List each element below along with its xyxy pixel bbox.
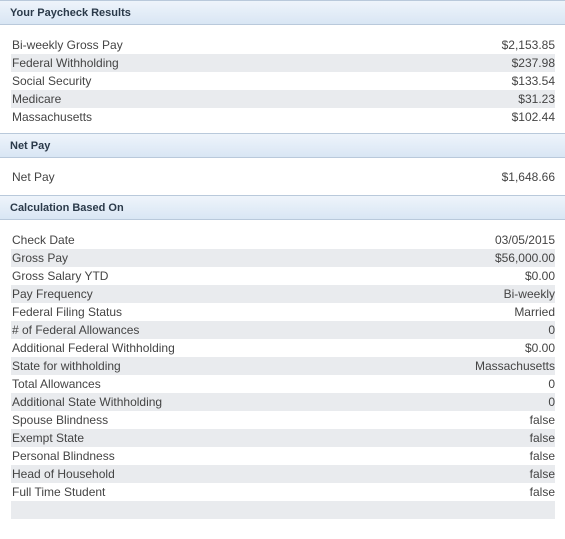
row-value: $31.23 [518,92,555,106]
paycheck-results-body: Bi-weekly Gross Pay $2,153.85 Federal Wi… [0,25,565,133]
paycheck-row: Bi-weekly Gross Pay $2,153.85 [11,36,555,54]
row-label: Personal Blindness [12,449,115,463]
net-pay-value: $1,648.66 [501,170,555,184]
calc-row: Additional Federal Withholding $0.00 [11,339,555,357]
row-label: Spouse Blindness [12,413,109,427]
calc-row: Spouse Blindness false [11,411,555,429]
row-label: Full Time Student [12,485,106,499]
row-label: Additional Federal Withholding [12,341,175,355]
paycheck-row: Massachusetts $102.44 [11,108,555,126]
row-label: Additional State Withholding [12,395,163,409]
row-value: $133.54 [511,74,555,88]
row-value: $237.98 [511,56,555,70]
row-value: 0 [548,377,555,391]
row-label: Exempt State [12,431,85,445]
calc-row: Additional State Withholding 0 [11,393,555,411]
row-label: Massachusetts [12,110,93,124]
row-value: false [529,413,555,427]
calc-row: Full Time Student false [11,483,555,501]
row-label: Federal Filing Status [12,305,123,319]
row-value: false [529,467,555,481]
net-pay-panel: Net Pay Net Pay $1,648.66 [0,133,565,195]
row-value: $56,000.00 [494,251,555,265]
row-label: Check Date [12,233,75,247]
calc-row: Total Allowances 0 [11,375,555,393]
calc-row: Head of Household false [11,465,555,483]
row-value: false [529,449,555,463]
row-label: # of Federal Allowances [12,323,140,337]
calc-row: Federal Filing Status Married [11,303,555,321]
row-label: Gross Salary YTD [12,269,109,283]
row-value: Massachusetts [474,359,555,373]
row-label: Bi-weekly Gross Pay [12,38,123,52]
calc-row: Pay Frequency Bi-weekly [11,285,555,303]
row-label: Social Security [12,74,92,88]
row-value: Married [514,305,555,319]
row-label: Medicare [12,92,62,106]
calc-row: Personal Blindness false [11,447,555,465]
row-value: false [529,431,555,445]
row-value: 0 [548,395,555,409]
net-pay-row: Net Pay $1,648.66 [11,168,555,186]
net-pay-header: Net Pay [0,133,565,158]
row-value: $0.00 [524,341,555,355]
row-value: $102.44 [511,110,555,124]
row-value: $0.00 [524,269,555,283]
calc-row: Exempt State false [11,429,555,447]
row-value: $2,153.85 [501,38,555,52]
row-label: Head of Household [12,467,115,481]
calc-row: Check Date 03/05/2015 [11,231,555,249]
row-value: false [529,485,555,499]
calculation-header: Calculation Based On [0,195,565,220]
calculation-panel: Calculation Based On Check Date 03/05/20… [0,195,565,528]
row-label: Federal Withholding [12,56,119,70]
calc-empty-row [11,501,555,519]
row-value: Bi-weekly [503,287,555,301]
paycheck-row: Social Security $133.54 [11,72,555,90]
calc-row: Gross Pay $56,000.00 [11,249,555,267]
row-value: 03/05/2015 [494,233,555,247]
row-label: State for withholding [12,359,121,373]
row-value: 0 [548,323,555,337]
calc-row: Gross Salary YTD $0.00 [11,267,555,285]
net-pay-body: Net Pay $1,648.66 [0,158,565,195]
calculation-body: Check Date 03/05/2015 Gross Pay $56,000.… [0,220,565,528]
paycheck-row: Federal Withholding $237.98 [11,54,555,72]
row-label: Total Allowances [12,377,101,391]
paycheck-results-panel: Your Paycheck Results Bi-weekly Gross Pa… [0,0,565,133]
calc-row: State for withholding Massachusetts [11,357,555,375]
paycheck-row: Medicare $31.23 [11,90,555,108]
row-label: Gross Pay [12,251,69,265]
net-pay-label: Net Pay [12,170,55,184]
row-label: Pay Frequency [12,287,93,301]
calc-row: # of Federal Allowances 0 [11,321,555,339]
paycheck-results-header: Your Paycheck Results [0,0,565,25]
